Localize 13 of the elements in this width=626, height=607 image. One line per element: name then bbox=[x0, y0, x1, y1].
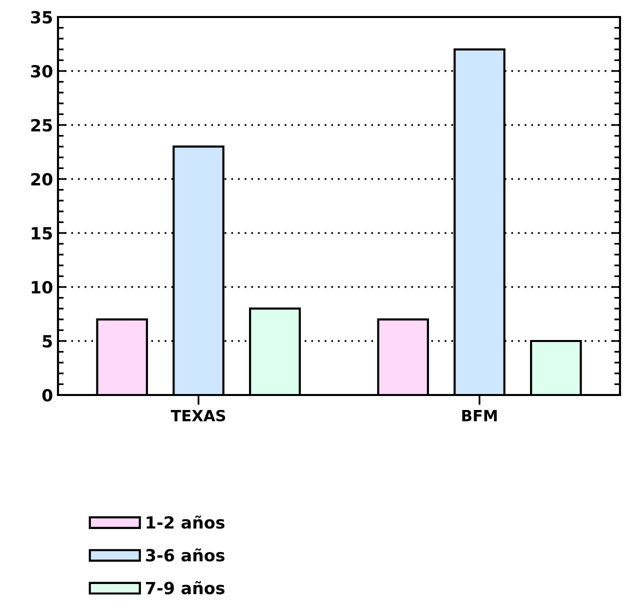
y-tick-label: 0 bbox=[42, 388, 52, 402]
x-tick-label: TEXAS bbox=[170, 410, 226, 422]
y-tick-label: 20 bbox=[31, 172, 52, 186]
y-tick-label: 5 bbox=[42, 335, 52, 348]
x-tick-label: BFM bbox=[462, 410, 497, 422]
y-tick-label: 30 bbox=[31, 64, 52, 78]
y-tick-label: 15 bbox=[32, 227, 52, 240]
y-tick-label: 35 bbox=[31, 10, 52, 24]
y-tick-label: 10 bbox=[32, 280, 52, 294]
y-tick-label: 25 bbox=[31, 118, 52, 132]
legend-label: 7-9 años bbox=[146, 581, 224, 594]
legend-label: 1-2 años bbox=[146, 516, 224, 529]
legend-label: 3-6 años bbox=[146, 548, 224, 562]
